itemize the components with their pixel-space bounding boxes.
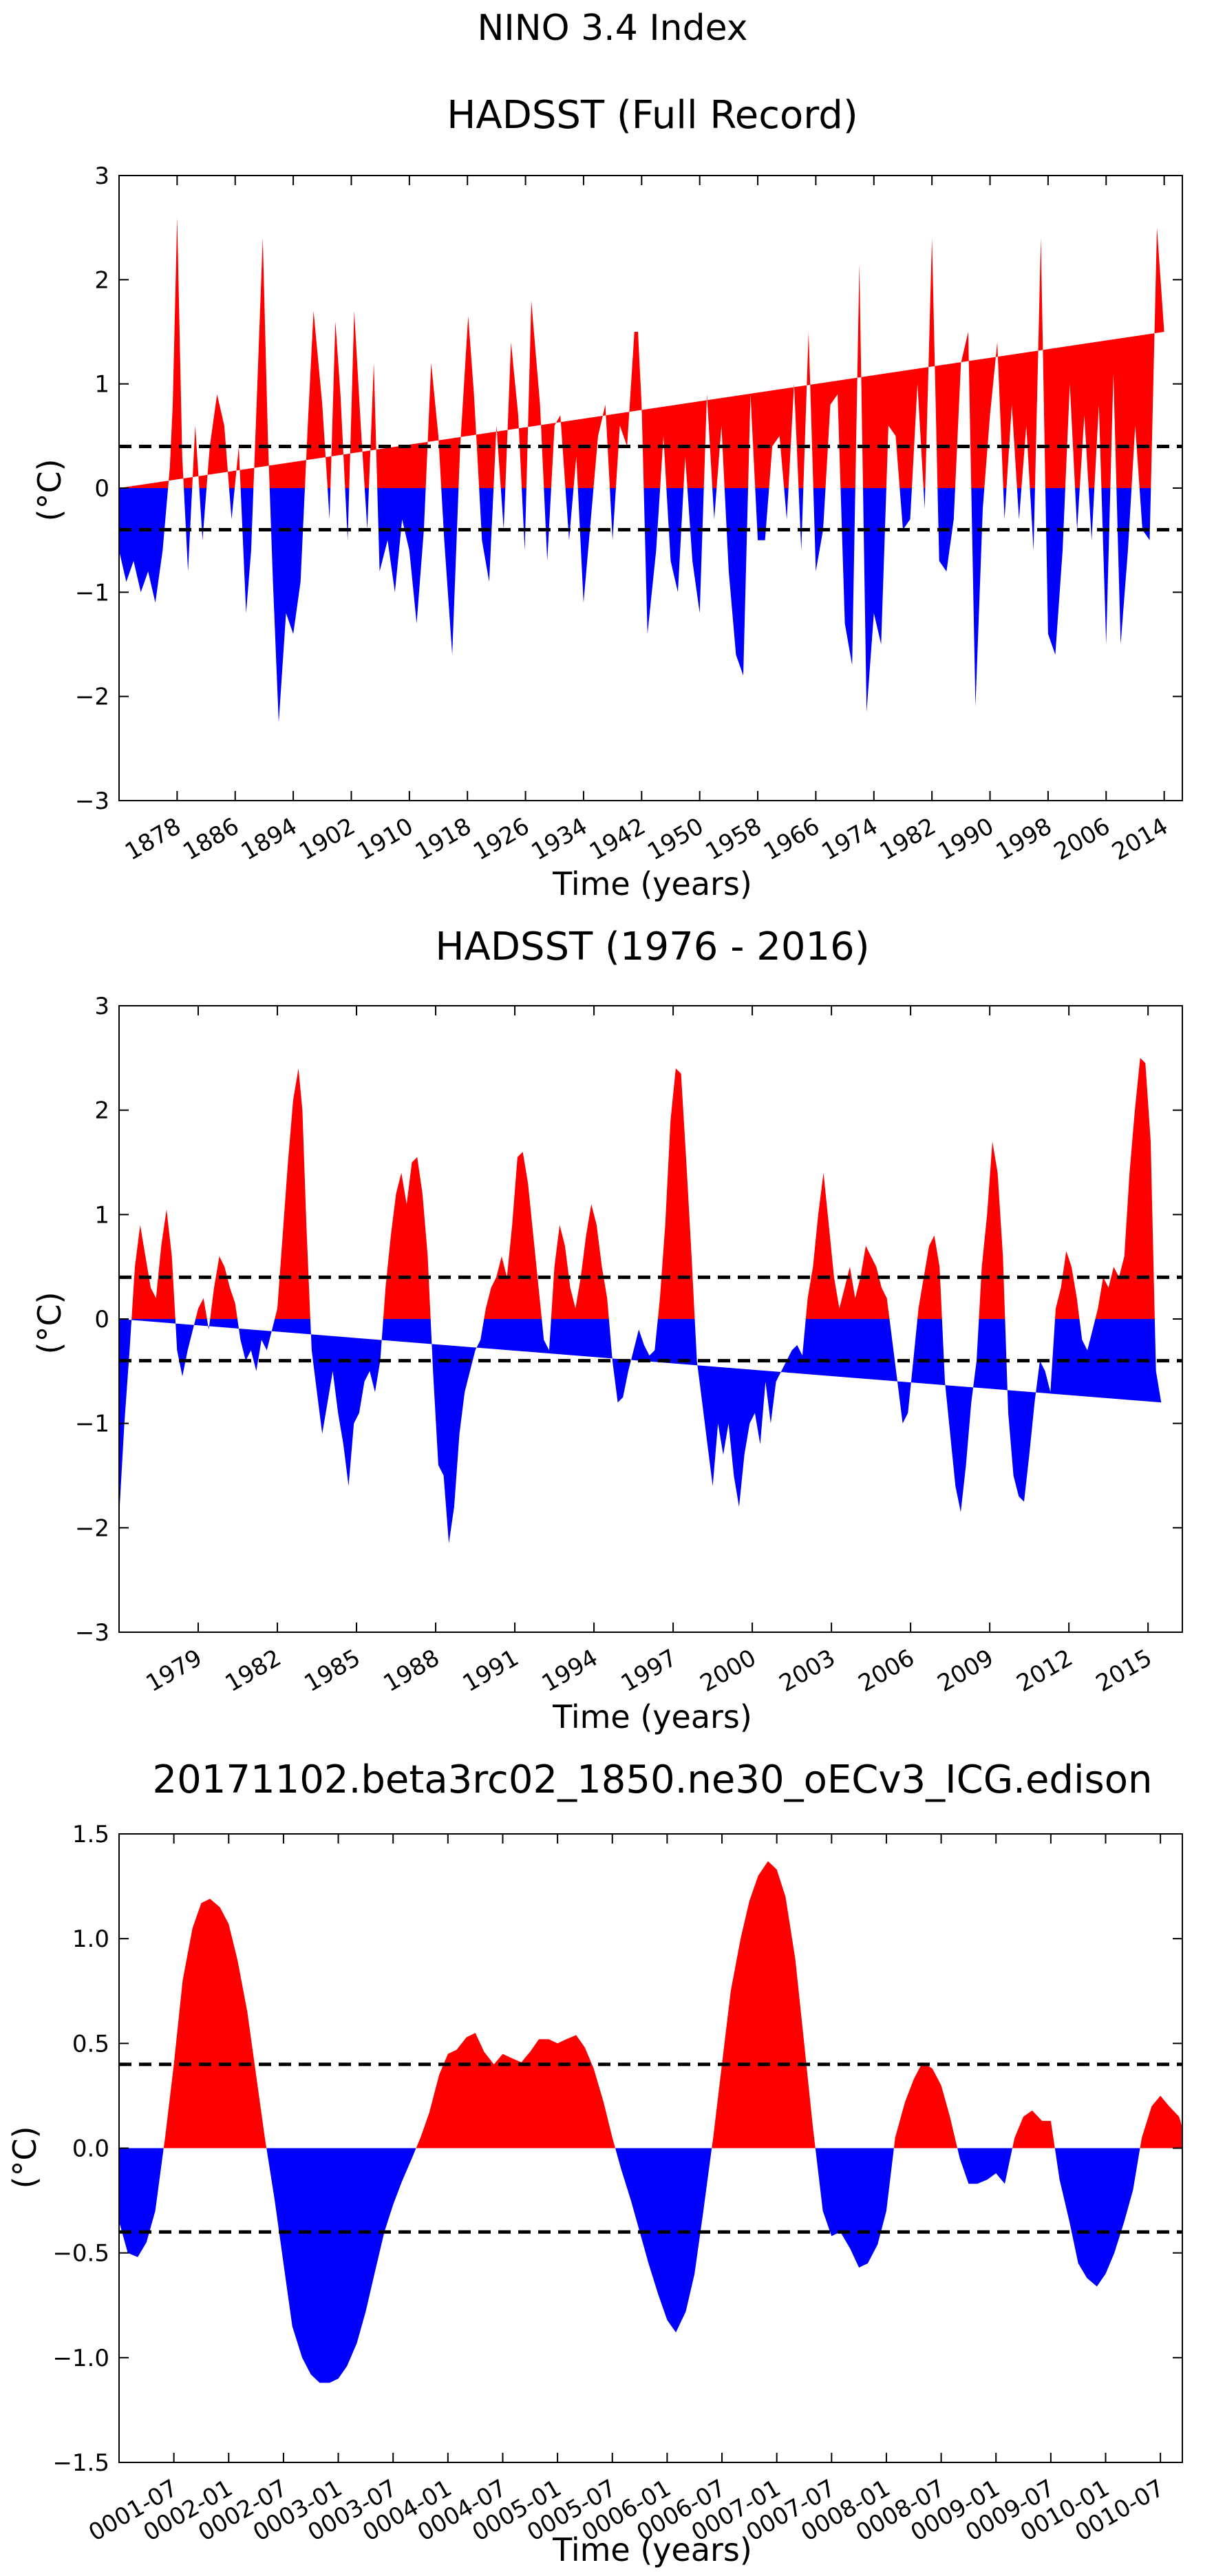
x-tick-label: 2006 [854,1644,919,1698]
y-tick-label: 1 [94,371,109,399]
x-axis-label-model-run: Time (years) [552,2531,752,2568]
y-tick-label: 3 [94,993,109,1020]
data-series-2 [119,1861,1182,2383]
y-tick-label: 2 [94,1097,109,1125]
panel-title-1976-2016: HADSST (1976 - 2016) [435,925,869,969]
x-tick-label: 1997 [617,1644,682,1698]
y-tick-label: −2 [75,684,109,711]
positive-anomaly-area [119,217,1164,488]
plot-area-model-run: 1.51.00.50.0−0.5−1.0−1.50001-070002-0100… [52,1821,1183,2547]
plot-area-1976-2016: 3 2 1 0 −1 −2 −3 1979 1982 1985 1988 1991 1994 1997 20… [75,993,1183,1698]
positive-anomaly-area [119,1861,1182,2149]
x-tick-label: 2012 [1012,1644,1078,1698]
y-tick-label: 3 [94,162,109,190]
y-tick-label: 2 [94,266,109,294]
data-series-1 [119,1057,1162,1544]
x-tick-label: 2014 [1107,812,1173,866]
y-tick-label: −0.5 [52,2240,109,2268]
x-tick-label: 1926 [469,812,534,866]
x-tick-label: 1966 [759,812,824,866]
panel-full-record: HADSST (Full Record) 3210−1−2−3187818861… [31,93,1183,902]
x-tick-label: 1878 [120,812,186,866]
y-tick-label: −1.5 [52,2449,109,2477]
x-tick-label: 1979 [142,1644,207,1698]
x-tick-label: 1982 [875,812,941,866]
y-tick-label: −2 [75,1514,109,1542]
y-tick-label: 1.5 [72,1821,109,1848]
x-tick-label: 1902 [295,812,360,866]
y-tick-label: −1.0 [52,2345,109,2372]
negative-anomaly-area [119,1319,1162,1544]
y-tick-label: 0.5 [72,2030,109,2058]
x-tick-label: 1950 [643,812,708,866]
x-tick-label: 1934 [526,812,592,866]
panel-model-run: 20171102.beta3rc02_1850.ne30_oECv3_ICG.e… [6,1757,1183,2568]
x-tick-label: 2015 [1091,1644,1157,1698]
y-axis-label-full-record: (°C) [31,458,68,521]
plot-area-full-record: 3210−1−2−3187818861894190219101918192619… [75,162,1183,866]
y-tick-label: −3 [75,788,109,815]
x-tick-label: 2000 [696,1644,761,1698]
y-axis-label-model-run: (°C) [6,2126,43,2188]
negative-anomaly-area [119,488,1164,723]
panel-1976-2016: HADSST (1976 - 2016) 3 2 1 0 −1 −2 −3 1979 1982 1… [31,925,1183,1735]
panel-title-model-run: 20171102.beta3rc02_1850.ne30_oECv3_ICG.e… [153,1757,1153,1802]
y-tick-label: 0 [94,475,109,503]
x-tick-label: 1982 [221,1644,286,1698]
x-tick-label: 1991 [458,1644,524,1698]
x-tick-label: 1990 [933,812,999,866]
x-tick-label: 2003 [775,1644,840,1698]
x-axis-label-full-record: Time (years) [552,865,752,902]
panel-title-full-record: HADSST (Full Record) [447,93,858,138]
x-tick-label: 1886 [178,812,244,866]
positive-anomaly-area [119,1057,1162,1319]
x-tick-label: 1918 [411,812,476,866]
y-tick-label: 1.0 [72,1925,109,1953]
y-tick-label: −1 [75,579,109,606]
x-tick-label: 1994 [537,1644,603,1698]
x-tick-label: 2006 [1050,812,1115,866]
y-tick-label: 0.0 [72,2135,109,2163]
negative-anomaly-area [119,2148,1182,2383]
y-tick-label: 1 [94,1201,109,1229]
x-tick-label: 1998 [991,812,1056,866]
y-tick-label: −1 [75,1411,109,1438]
y-tick-label: 0 [94,1306,109,1333]
x-tick-label: 1910 [352,812,418,866]
x-tick-label: 1942 [585,812,650,866]
y-tick-label: −3 [75,1619,109,1647]
y-axis-label-1976-2016: (°C) [31,1291,68,1354]
x-tick-label: 2009 [933,1644,999,1698]
x-tick-label: 1894 [237,812,302,866]
x-tick-label: 1988 [379,1644,445,1698]
x-tick-label: 1958 [701,812,767,866]
x-tick-label: 1974 [817,812,882,866]
figure-suptitle: NINO 3.4 Index [478,8,748,49]
x-axis-label-1976-2016: Time (years) [552,1698,752,1735]
x-tick-label: 1985 [300,1644,365,1698]
data-series-0 [119,217,1164,723]
